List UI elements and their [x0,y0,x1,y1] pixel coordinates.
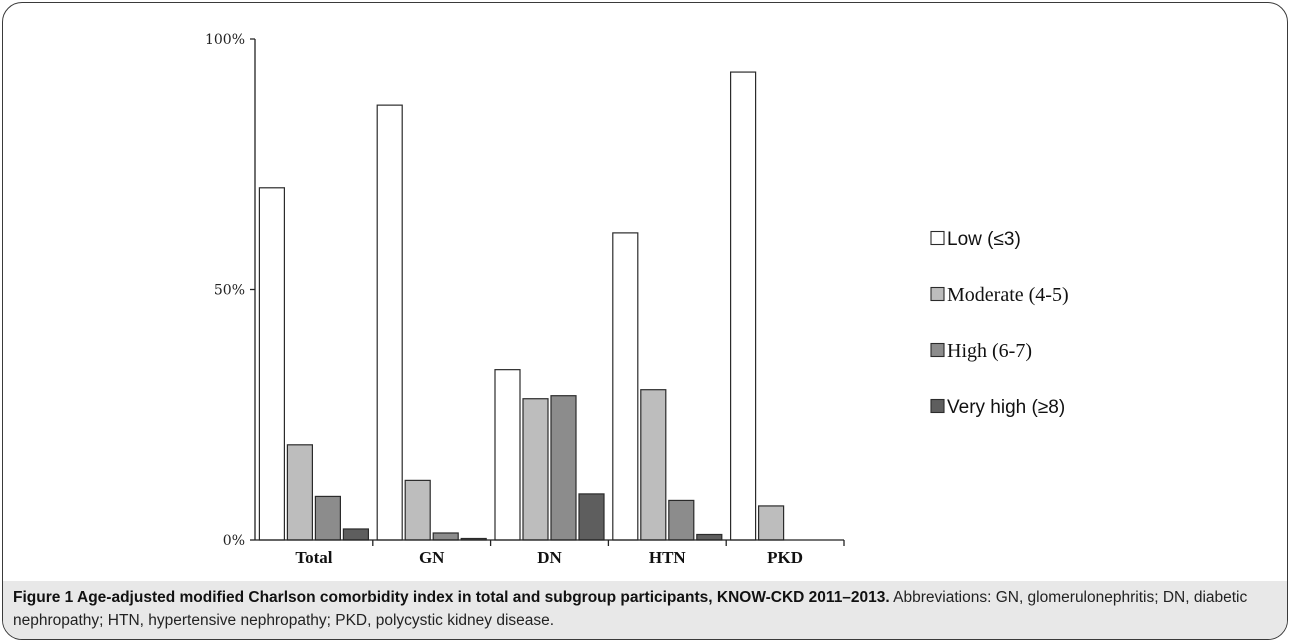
legend-label: Very high (≥8) [947,397,1065,418]
bar-chart: 0% 50% 100% Total GN DN HTN PKD Low (≤3) Moderate… [205,32,1069,567]
bar-moderate-total [286,444,313,541]
legend-label: Moderate (4-5) [947,284,1069,306]
bar-high-total [314,495,341,541]
legend-swatch [930,286,945,302]
legend-swatch [930,230,945,246]
bar-moderate-dn [522,398,549,541]
x-category-label: PKD [767,548,803,567]
y-tick-label: 0% [223,533,245,549]
bar-very-dn [578,493,605,541]
figure-caption: Figure 1 Age-adjusted modified Charlson … [13,586,1279,632]
caption-text: Abbreviations: GN, glomerulonephritis; D… [13,589,1248,629]
x-category-label: HTN [649,548,687,567]
bar-very-total [342,528,369,541]
legend-swatch [930,398,945,414]
y-tick-label: 50% [214,283,245,299]
bar-low-gn [376,104,403,541]
legend-swatch [930,342,945,358]
caption-band: Figure 1 Age-adjusted modified Charlson … [3,581,1287,639]
bar-high-dn [550,395,577,541]
x-category-label: DN [537,548,562,567]
legend-label: High (6-7) [947,340,1032,362]
bar-low-dn [494,369,521,541]
x-category-label: Total [295,548,332,567]
x-category-label: GN [419,548,445,567]
bar-moderate-pkd [757,505,785,541]
bar-moderate-gn [404,479,431,541]
bar-very-htn [696,533,723,541]
y-tick-label: 100% [205,32,245,48]
bar-low-htn [612,232,639,541]
bar-low-total [258,187,285,541]
caption-label: Figure 1 Age-adjusted modified Charlson … [13,589,890,606]
bar-moderate-htn [640,389,667,541]
bar-low-pkd [729,71,757,541]
bar-high-htn [668,499,695,541]
bar-high-gn [432,532,459,541]
legend-label: Low (≤3) [947,229,1021,250]
